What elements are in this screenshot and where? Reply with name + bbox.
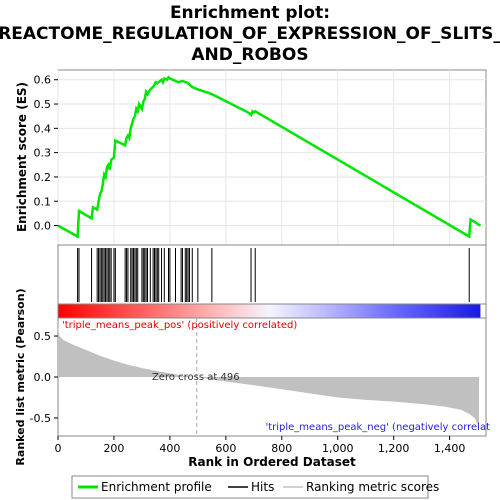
x-tick-label: 600 [215, 442, 236, 455]
metric-y-tick-label: -0.5 [30, 412, 51, 425]
es-y-axis-title: Enrichment score (ES) [15, 82, 29, 232]
zero-cross-label: Zero cross at 496 [152, 372, 240, 383]
es-y-tick-label: 0.5 [34, 98, 52, 111]
x-tick-label: 0 [55, 442, 62, 455]
es-panel-gridlines [57, 70, 486, 245]
metric-y-tick-label: 0.0 [34, 371, 52, 384]
negative-correlation-label: 'triple_means_peak_neg' (negatively corr… [265, 422, 490, 433]
es-panel-frame [57, 69, 487, 246]
x-tick-label: 200 [103, 442, 124, 455]
enrichment-profile-line [57, 75, 482, 239]
legend-metric-label: Ranking metric scores [306, 480, 439, 494]
rank-colorbar [58, 304, 481, 318]
enrichment-profile-series [57, 75, 482, 239]
x-tick-label: 800 [271, 442, 292, 455]
chart-title-line-3: AND_ROBOS [191, 45, 308, 65]
es-y-tick-label: 0.4 [34, 122, 52, 135]
hits-panel-frame [57, 244, 487, 305]
legend-enrichment-label: Enrichment profile [101, 480, 212, 494]
x-tick-label: 1,400 [434, 442, 466, 455]
x-tick-label: 1,000 [322, 442, 354, 455]
metric-y-axis: 0.5 0.0 -0.5 [30, 330, 58, 425]
chart-title-line-2: REACTOME_REGULATION_OF_EXPRESSION_OF_SLI… [0, 24, 500, 44]
es-y-tick-label: 0.1 [34, 195, 52, 208]
metric-y-tick-label: 0.5 [34, 330, 52, 343]
metric-y-axis-title: Ranked list metric (Pearson) [14, 288, 27, 465]
es-y-tick-label: 0.3 [34, 147, 52, 160]
legend-hits-label: Hits [251, 480, 274, 494]
chart-title-line-1: Enrichment plot: [170, 3, 330, 23]
x-axis-title: Rank in Ordered Dataset [188, 455, 356, 469]
x-tick-label: 1,200 [378, 442, 410, 455]
es-y-tick-label: 0.0 [34, 220, 52, 233]
ranking-metric-area [58, 326, 479, 428]
es-y-axis: 0.0 0.1 0.2 0.3 0.4 0.5 0.6 [34, 74, 58, 233]
x-tick-label: 400 [159, 442, 180, 455]
ranking-metric-series [58, 326, 479, 428]
x-axis: 0 200 400 600 800 1,000 1,200 1,400 [55, 436, 466, 455]
es-y-tick-label: 0.6 [34, 74, 52, 87]
hits-series [77, 248, 470, 302]
es-y-tick-label: 0.2 [34, 171, 52, 184]
legend-box [71, 475, 429, 499]
positive-correlation-label: 'triple_means_peak_pos' (positively corr… [62, 320, 297, 331]
